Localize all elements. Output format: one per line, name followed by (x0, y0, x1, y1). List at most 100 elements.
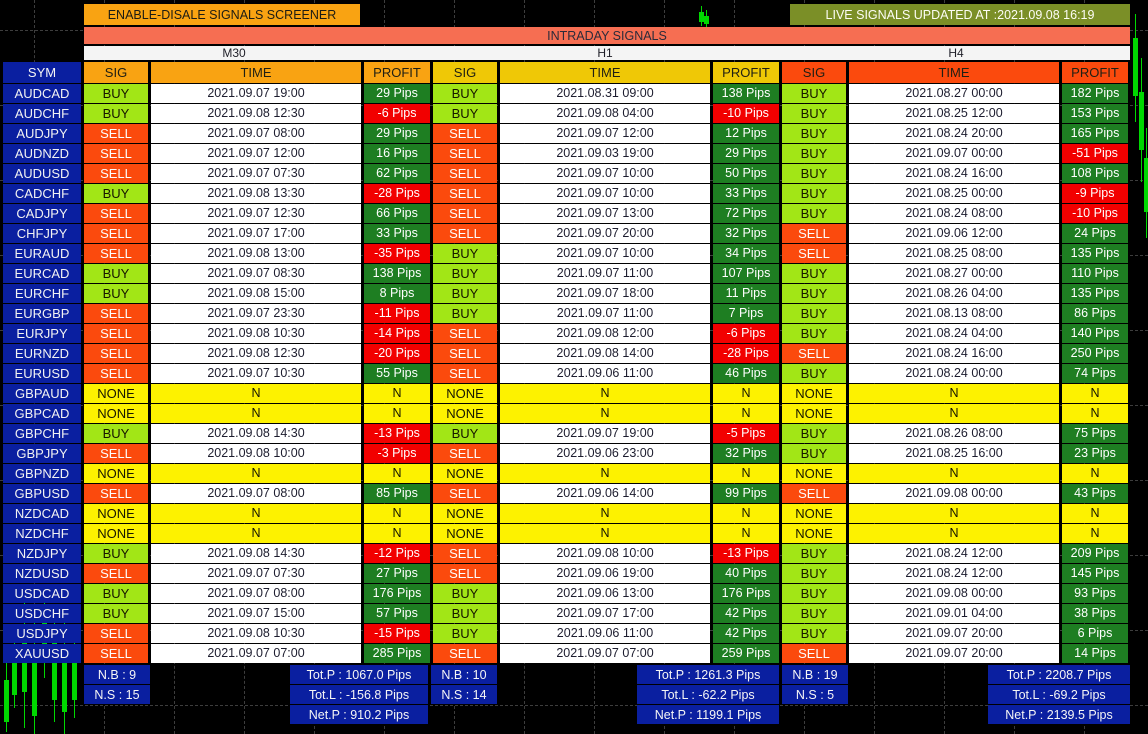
signal-cell-h1: SELL (433, 364, 497, 383)
profit-cell-h1: 72 Pips (713, 204, 779, 223)
time-cell-h1: 2021.09.07 12:00 (500, 124, 710, 143)
signal-cell-h1: BUY (433, 424, 497, 443)
profit-cell-h4: -9 Pips (1062, 184, 1128, 203)
time-cell-h1: 2021.09.07 18:00 (500, 284, 710, 303)
time-cell-m30: 2021.09.08 12:30 (151, 104, 361, 123)
profit-cell-h1: 42 Pips (713, 624, 779, 643)
symbol-cell: GBPCAD (3, 404, 81, 423)
profit-cell-m30: -15 Pips (364, 624, 430, 643)
symbol-cell: EURCAD (3, 264, 81, 283)
profit-cell-h4: 135 Pips (1062, 284, 1128, 303)
symbol-cell: GBPNZD (3, 464, 81, 483)
time-cell-h1: 2021.09.06 13:00 (500, 584, 710, 603)
time-cell-h4: 2021.08.24 04:00 (849, 324, 1059, 343)
h1-total-profit: Tot.P : 1261.3 Pips (637, 665, 779, 684)
table-row: NZDCAD NONE N N NONE N N NONE N N (3, 504, 1128, 523)
profit-cell-m30: N (364, 524, 430, 543)
time-cell-h4: 2021.09.08 00:00 (849, 584, 1059, 603)
signal-cell-h1: NONE (433, 404, 497, 423)
table-row: AUDCAD BUY 2021.09.07 19:00 29 Pips BUY 2021.… (3, 84, 1128, 103)
candlestick (62, 652, 67, 712)
profit-cell-h1: -6 Pips (713, 324, 779, 343)
time-cell-h1: 2021.09.07 10:00 (500, 184, 710, 203)
time-cell-m30: 2021.09.07 07:00 (151, 644, 361, 663)
h1-total-loss: Tot.L : -62.2 Pips (637, 685, 779, 704)
profit-cell-h4: 153 Pips (1062, 104, 1128, 123)
symbol-cell: GBPJPY (3, 444, 81, 463)
signal-cell-m30: BUY (84, 84, 148, 103)
table-row: EURJPY SELL 2021.09.08 10:30 -14 Pips SELL 20… (3, 324, 1128, 343)
time-cell-h4: N (849, 524, 1059, 543)
signal-cell-m30: NONE (84, 384, 148, 403)
h4-num-sells: N.S : 5 (782, 685, 848, 704)
enable-disable-screener-button[interactable]: ENABLE-DISALE SIGNALS SCREENER (84, 4, 360, 25)
time-cell-h1: 2021.09.03 19:00 (500, 144, 710, 163)
candlestick (72, 662, 77, 700)
m30-total-loss: Tot.L : -156.8 Pips (290, 685, 428, 704)
signal-cell-h1: SELL (433, 444, 497, 463)
profit-cell-m30: 285 Pips (364, 644, 430, 663)
signal-cell-h4: BUY (782, 264, 846, 283)
profit-cell-h4: -10 Pips (1062, 204, 1128, 223)
table-row: EURCAD BUY 2021.09.07 08:30 138 Pips BUY 2021… (3, 264, 1128, 283)
candlestick (704, 16, 709, 24)
profit-cell-h1: 40 Pips (713, 564, 779, 583)
table-row: GBPCAD NONE N N NONE N N NONE N N (3, 404, 1128, 423)
time-cell-m30: 2021.09.08 10:30 (151, 324, 361, 343)
profit-cell-m30: N (364, 504, 430, 523)
candlestick (22, 638, 27, 692)
profit-cell-h4: 24 Pips (1062, 224, 1128, 243)
candlestick (1133, 38, 1138, 96)
symbol-cell: AUDNZD (3, 144, 81, 163)
signal-cell-h1: SELL (433, 124, 497, 143)
profit-cell-m30: -6 Pips (364, 104, 430, 123)
time-cell-h1: 2021.09.07 11:00 (500, 264, 710, 283)
table-row: EURCHF BUY 2021.09.08 15:00 8 Pips BUY 2021.0… (3, 284, 1128, 303)
profit-cell-h1: 42 Pips (713, 604, 779, 623)
time-cell-h1: 2021.09.08 10:00 (500, 544, 710, 563)
time-cell-h1: 2021.09.07 10:00 (500, 164, 710, 183)
time-cell-h4: 2021.08.24 08:00 (849, 204, 1059, 223)
signal-cell-h4: BUY (782, 444, 846, 463)
table-row: NZDJPY BUY 2021.09.08 14:30 -12 Pips SELL 202… (3, 544, 1128, 563)
signal-cell-m30: BUY (84, 264, 148, 283)
signal-cell-m30: NONE (84, 524, 148, 543)
profit-cell-m30: -14 Pips (364, 324, 430, 343)
time-cell-h4: 2021.08.26 08:00 (849, 424, 1059, 443)
profit-cell-h1: -10 Pips (713, 104, 779, 123)
time-cell-m30: 2021.09.08 13:00 (151, 244, 361, 263)
signal-cell-m30: SELL (84, 204, 148, 223)
profit-cell-h4: 135 Pips (1062, 244, 1128, 263)
signal-cell-m30: SELL (84, 144, 148, 163)
sym-column-header: SYM (3, 62, 81, 83)
profit-cell-m30: -28 Pips (364, 184, 430, 203)
time-cell-m30: 2021.09.07 15:00 (151, 604, 361, 623)
signal-cell-m30: SELL (84, 304, 148, 323)
profit-cell-h1: 46 Pips (713, 364, 779, 383)
time-cell-h1: N (500, 404, 710, 423)
profit-cell-h4: N (1062, 404, 1128, 423)
time-cell-h4: 2021.08.24 12:00 (849, 564, 1059, 583)
signal-cell-m30: BUY (84, 584, 148, 603)
profit-cell-h1: 34 Pips (713, 244, 779, 263)
symbol-cell: EURUSD (3, 364, 81, 383)
table-row: AUDUSD SELL 2021.09.07 07:30 62 Pips SELL 202… (3, 164, 1128, 183)
table-row: EURNZD SELL 2021.09.08 12:30 -20 Pips SELL 20… (3, 344, 1128, 363)
h1-profit-header: PROFIT (713, 62, 779, 83)
signal-cell-h4: NONE (782, 524, 846, 543)
table-row: EURAUD SELL 2021.09.08 13:00 -35 Pips BUY 202… (3, 244, 1128, 263)
time-cell-h4: 2021.08.26 04:00 (849, 284, 1059, 303)
signal-cell-m30: BUY (84, 544, 148, 563)
profit-cell-h1: -13 Pips (713, 544, 779, 563)
signal-cell-h4: SELL (782, 644, 846, 663)
intraday-signals-title: INTRADAY SIGNALS (84, 27, 1130, 44)
signal-cell-m30: SELL (84, 164, 148, 183)
profit-cell-h4: 182 Pips (1062, 84, 1128, 103)
time-cell-h4: 2021.08.25 12:00 (849, 104, 1059, 123)
time-cell-h4: N (849, 404, 1059, 423)
profit-cell-h4: 165 Pips (1062, 124, 1128, 143)
profit-cell-h4: 209 Pips (1062, 544, 1128, 563)
profit-cell-h1: 29 Pips (713, 144, 779, 163)
time-cell-h4: N (849, 384, 1059, 403)
